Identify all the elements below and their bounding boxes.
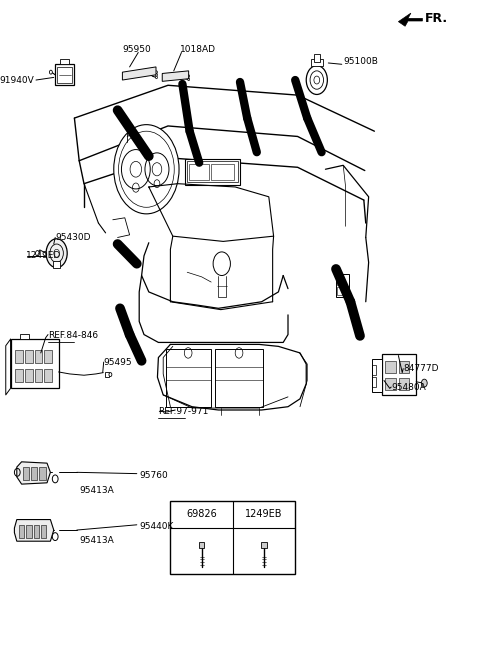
Text: 1018AD: 1018AD [180,45,216,54]
Circle shape [49,70,52,74]
Polygon shape [122,67,156,80]
Bar [57,67,72,83]
Text: 91940V: 91940V [0,75,35,85]
Bar [23,467,29,480]
Circle shape [156,76,157,79]
Text: 95413A: 95413A [79,536,114,545]
Text: 1249EB: 1249EB [245,510,283,520]
Bar [11,339,59,388]
Text: 95480A: 95480A [391,382,426,392]
Circle shape [421,379,427,387]
Bar [25,350,33,363]
Circle shape [114,125,179,214]
Bar [53,261,60,268]
Bar [399,361,409,373]
Circle shape [36,251,39,256]
Bar [199,542,204,548]
Bar [314,54,320,62]
Bar [25,369,33,382]
Bar [15,350,23,363]
Bar [170,501,295,574]
Text: 95440K: 95440K [139,522,174,531]
Bar [385,361,396,373]
Bar [344,287,348,295]
Bar [35,350,42,363]
Circle shape [109,373,112,377]
Bar [20,334,29,339]
Circle shape [188,75,190,77]
Bar [337,287,342,295]
Bar [31,467,37,480]
Bar [55,64,74,85]
Text: REF.97-971: REF.97-971 [158,407,209,416]
Bar [60,59,69,64]
Text: 84777D: 84777D [403,364,439,373]
Bar [382,354,416,395]
Text: 95495: 95495 [103,358,132,367]
Circle shape [52,475,58,483]
Text: 1249ED: 1249ED [26,251,61,260]
Bar [34,525,39,538]
Bar [311,59,323,66]
Text: REF.84-846: REF.84-846 [48,331,98,340]
Bar [44,369,52,382]
Polygon shape [162,71,189,81]
Circle shape [306,66,327,94]
Bar [336,274,349,297]
Text: 69826: 69826 [186,510,217,520]
Text: 95760: 95760 [139,471,168,480]
Circle shape [46,239,67,268]
Bar [185,159,240,185]
Bar [15,369,23,382]
Bar [44,350,52,363]
Circle shape [156,71,157,73]
Bar [39,467,46,480]
Bar [19,525,24,538]
Text: 95950: 95950 [122,45,151,54]
Bar [337,277,342,285]
Bar [35,369,42,382]
Bar [211,164,234,180]
Bar [372,377,376,387]
Bar [166,349,211,407]
Text: 95430D: 95430D [55,233,91,242]
Bar [187,161,238,182]
Bar [399,378,409,390]
Polygon shape [17,462,50,484]
Bar [189,164,209,180]
Polygon shape [14,520,54,541]
Text: 95100B: 95100B [343,57,378,66]
Bar [261,542,267,548]
Bar [385,378,396,390]
Bar [26,525,32,538]
Circle shape [156,73,157,76]
Bar [41,525,46,538]
Bar [105,372,109,377]
Bar [372,365,376,375]
Text: FR.: FR. [425,12,448,25]
Bar [372,359,382,392]
Text: 95413A: 95413A [79,485,114,495]
Bar [215,349,263,407]
Circle shape [52,533,58,541]
Polygon shape [398,13,422,26]
Circle shape [188,78,190,81]
